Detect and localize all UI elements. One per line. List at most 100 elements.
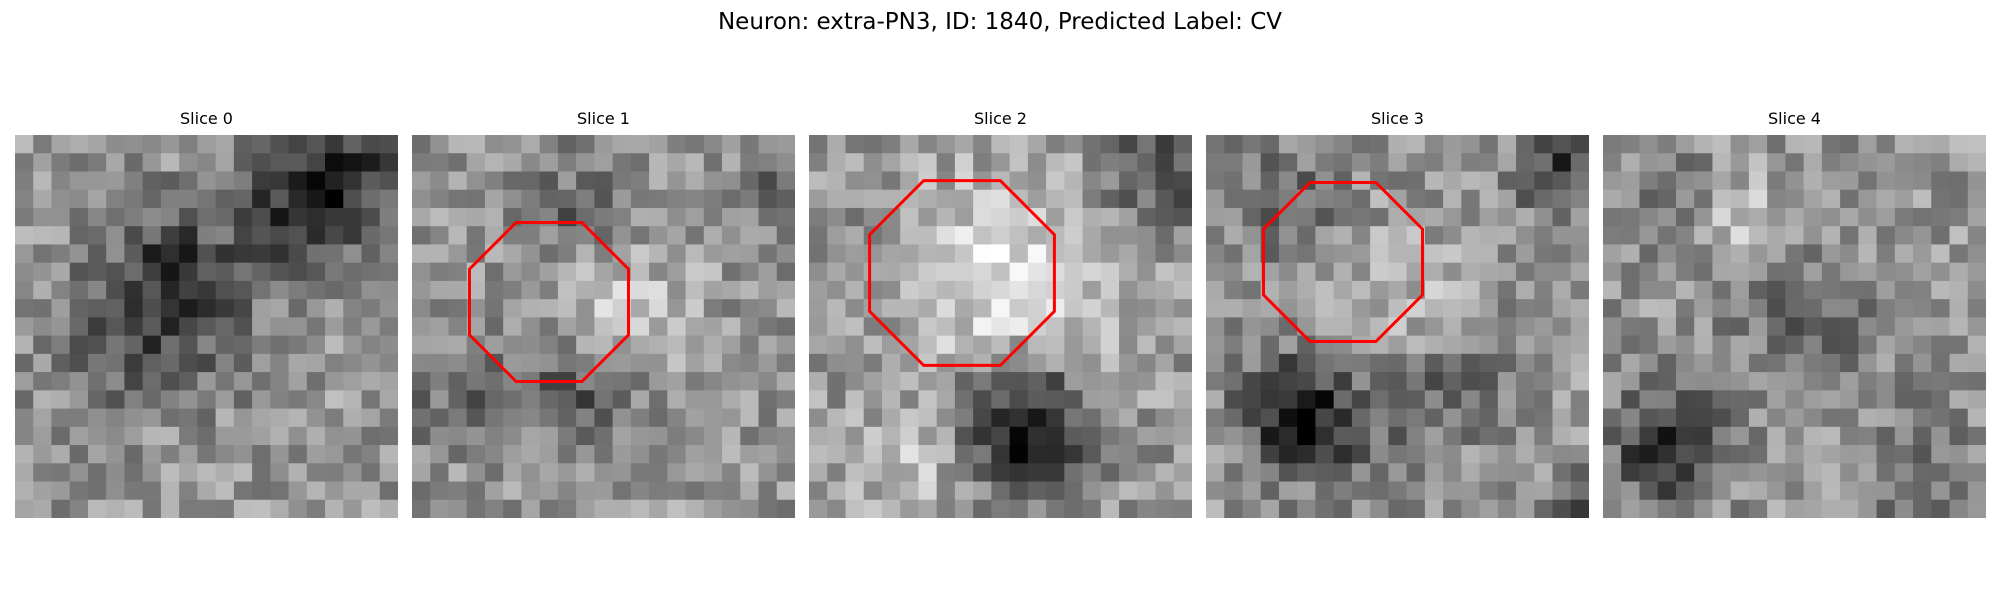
pixel-cell <box>594 427 613 446</box>
pixel-cell <box>1137 317 1156 336</box>
pixel-cell <box>1950 390 1969 409</box>
pixel-cell <box>1712 482 1731 501</box>
pixel-cell <box>362 427 381 446</box>
pixel-cell <box>864 336 883 355</box>
pixel-cell <box>918 336 937 355</box>
slice-image <box>1206 135 1589 518</box>
pixel-cell <box>991 317 1010 336</box>
pixel-cell <box>179 409 198 428</box>
pixel-cell <box>430 445 449 464</box>
pixel-cell <box>1101 153 1120 172</box>
pixel-cell <box>1877 299 1896 318</box>
pixel-cell <box>1119 390 1138 409</box>
pixel-cell <box>1407 390 1426 409</box>
pixel-cell <box>1083 445 1102 464</box>
pixel-cell <box>1749 244 1768 263</box>
pixel-cell <box>1498 482 1517 501</box>
pixel-cell <box>234 317 253 336</box>
pixel-cell <box>1101 354 1120 373</box>
pixel-cell <box>1315 500 1334 518</box>
pixel-cell <box>234 445 253 464</box>
pixel-cell <box>448 463 467 482</box>
pixel-cell <box>1694 390 1713 409</box>
pixel-cell <box>1064 135 1083 154</box>
pixel-cell <box>1352 354 1371 373</box>
pixel-cell <box>1480 226 1499 245</box>
pixel-cell <box>88 190 107 209</box>
pixel-cell <box>1083 299 1102 318</box>
pixel-cell <box>1101 500 1120 518</box>
pixel-cell <box>1767 208 1786 227</box>
pixel-cell <box>1028 153 1047 172</box>
pixel-cell <box>467 372 486 391</box>
pixel-cell <box>759 500 778 518</box>
pixel-cell <box>124 135 143 154</box>
pixel-cell <box>521 409 540 428</box>
pixel-cell <box>631 208 650 227</box>
pixel-cell <box>161 263 180 282</box>
pixel-cell <box>631 153 650 172</box>
pixel-cell <box>485 372 504 391</box>
pixel-cell <box>991 409 1010 428</box>
pixel-cell <box>1119 171 1138 190</box>
pixel-cell <box>1010 500 1029 518</box>
pixel-cell <box>1621 244 1640 263</box>
pixel-cell <box>1261 427 1280 446</box>
pixel-cell <box>973 482 992 501</box>
pixel-cell <box>1712 190 1731 209</box>
pixel-cell <box>1950 135 1969 154</box>
pixel-cell <box>1443 171 1462 190</box>
pixel-cell <box>845 299 864 318</box>
pixel-cell <box>1804 482 1823 501</box>
pixel-cell <box>1822 226 1841 245</box>
pixel-cell <box>51 354 70 373</box>
pixel-cell <box>1950 354 1969 373</box>
pixel-cell <box>1804 317 1823 336</box>
pixel-cell <box>362 299 381 318</box>
pixel-cell <box>412 153 431 172</box>
pixel-cell <box>1119 317 1138 336</box>
pixel-cell <box>33 372 52 391</box>
pixel-cell <box>1334 482 1353 501</box>
pixel-cell <box>1571 208 1589 227</box>
pixel-cell <box>973 153 992 172</box>
pixel-cell <box>1010 153 1029 172</box>
pixel-cell <box>991 372 1010 391</box>
pixel-cell <box>1334 409 1353 428</box>
pixel-cell <box>448 263 467 282</box>
pixel-cell <box>307 445 326 464</box>
pixel-cell <box>1676 171 1695 190</box>
pixel-cell <box>51 390 70 409</box>
pixel-cell <box>900 226 919 245</box>
pixel-cell <box>540 482 559 501</box>
pixel-cell <box>1334 208 1353 227</box>
pixel-cell <box>234 135 253 154</box>
pixel-cell <box>1334 354 1353 373</box>
pixel-cell <box>33 463 52 482</box>
pixel-cell <box>70 409 89 428</box>
pixel-cell <box>973 281 992 300</box>
pixel-cell <box>33 317 52 336</box>
pixel-cell <box>1046 409 1065 428</box>
pixel-cell <box>1950 409 1969 428</box>
pixel-cell <box>1315 336 1334 355</box>
pixel-cell <box>1137 500 1156 518</box>
pixel-cell <box>430 409 449 428</box>
pixel-cell <box>1603 372 1622 391</box>
pixel-cell <box>864 263 883 282</box>
pixel-cell <box>1119 208 1138 227</box>
pixel-cell <box>540 390 559 409</box>
pixel-cell <box>430 299 449 318</box>
pixel-cell <box>467 500 486 518</box>
pixel-cell <box>1224 317 1243 336</box>
pixel-cell <box>1297 390 1316 409</box>
pixel-cell <box>161 299 180 318</box>
pixel-cell <box>1174 482 1192 501</box>
pixel-cell <box>1676 244 1695 263</box>
pixel-cell <box>540 317 559 336</box>
pixel-cell <box>1137 482 1156 501</box>
pixel-cell <box>1010 317 1029 336</box>
pixel-cell <box>1425 171 1444 190</box>
pixel-cell <box>1206 244 1225 263</box>
pixel-cell <box>252 354 271 373</box>
